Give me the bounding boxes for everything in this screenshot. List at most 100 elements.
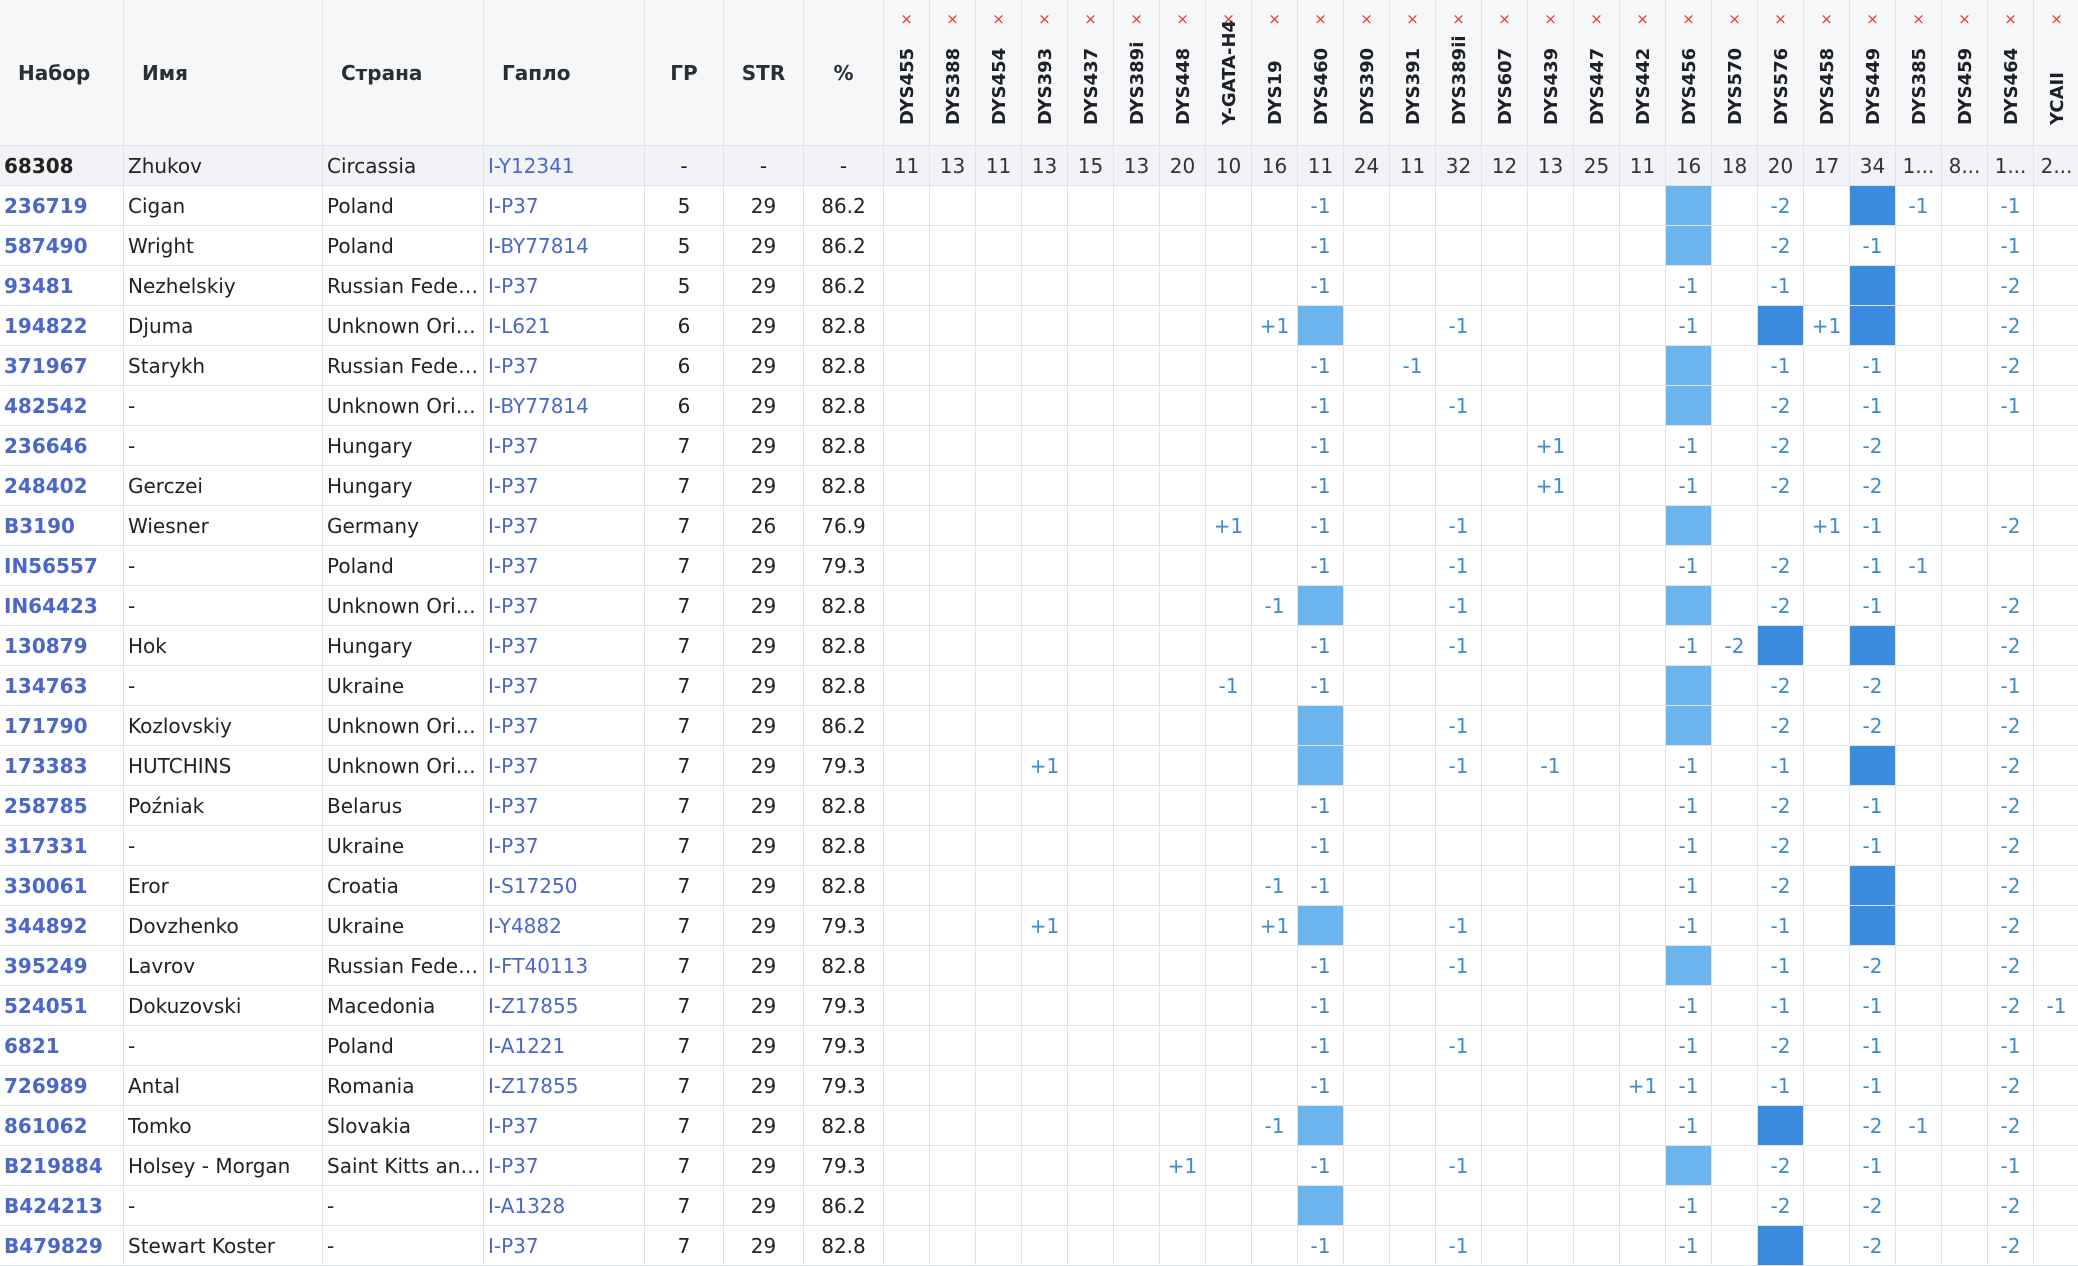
remove-marker-icon[interactable]: ×	[1314, 10, 1327, 28]
haplogroup-link[interactable]: I-Z17855	[488, 993, 579, 1018]
cell-country: Ukraine	[327, 913, 405, 938]
kit-link[interactable]: 861062	[4, 1113, 88, 1138]
haplogroup-link[interactable]: I-Z17855	[488, 1073, 579, 1098]
kit-link[interactable]: B424213	[4, 1193, 103, 1218]
haplogroup-link[interactable]: I-P37	[488, 673, 539, 698]
haplogroup-link[interactable]: I-P37	[488, 433, 539, 458]
kit-link[interactable]: 371967	[4, 353, 88, 378]
haplogroup-link[interactable]: I-P37	[488, 713, 539, 738]
remove-marker-icon[interactable]: ×	[1498, 10, 1511, 28]
haplogroup-link[interactable]: I-P37	[488, 1233, 539, 1258]
kit-link[interactable]: 134763	[4, 673, 88, 698]
header-haplogroup-label: Гапло	[502, 60, 571, 85]
haplogroup-link[interactable]: I-FT40113	[488, 953, 589, 978]
kit-link[interactable]: 236646	[4, 433, 88, 458]
remove-marker-icon[interactable]: ×	[900, 10, 913, 28]
haplogroup-link[interactable]: I-P37	[488, 553, 539, 578]
remove-marker-icon[interactable]: ×	[1866, 10, 1879, 28]
haplogroup-link[interactable]: I-P37	[488, 633, 539, 658]
marker-diff-cell: -1	[1436, 1146, 1482, 1186]
table-row-kit: 258785	[0, 786, 124, 826]
remove-marker-icon[interactable]: ×	[2050, 10, 2063, 28]
kit-link[interactable]: IN64423	[4, 593, 98, 618]
haplogroup-link[interactable]: I-P37	[488, 353, 539, 378]
haplogroup-link[interactable]: I-L621	[488, 313, 551, 338]
header-name[interactable]: Имя	[124, 0, 323, 146]
kit-link[interactable]: 395249	[4, 953, 88, 978]
remove-marker-icon[interactable]: ×	[1268, 10, 1281, 28]
haplogroup-link[interactable]: I-Y12341	[488, 153, 575, 178]
haplogroup-link[interactable]: I-BY77814	[488, 233, 589, 258]
kit-link[interactable]: 236719	[4, 193, 88, 218]
remove-marker-icon[interactable]: ×	[2004, 10, 2017, 28]
haplogroup-link[interactable]: I-P37	[488, 513, 539, 538]
haplogroup-link[interactable]: I-A1328	[488, 1193, 566, 1218]
marker-diff-cell	[1620, 746, 1666, 786]
kit-link[interactable]: 344892	[4, 913, 88, 938]
remove-marker-icon[interactable]: ×	[1222, 10, 1235, 28]
kit-link[interactable]: 726989	[4, 1073, 88, 1098]
kit-link[interactable]: 6821	[4, 1033, 60, 1058]
kit-link[interactable]: 130879	[4, 633, 88, 658]
marker-diff-cell	[1022, 986, 1068, 1026]
kit-link[interactable]: 587490	[4, 233, 88, 258]
remove-marker-icon[interactable]: ×	[1084, 10, 1097, 28]
remove-marker-icon[interactable]: ×	[1958, 10, 1971, 28]
remove-marker-icon[interactable]: ×	[1360, 10, 1373, 28]
marker-diff-cell: -1	[1666, 866, 1712, 906]
haplogroup-link[interactable]: I-S17250	[488, 873, 578, 898]
haplogroup-link[interactable]: I-P37	[488, 473, 539, 498]
haplogroup-link[interactable]: I-P37	[488, 1153, 539, 1178]
haplogroup-link[interactable]: I-P37	[488, 593, 539, 618]
table-row-name: Nezhelskiy	[124, 266, 323, 306]
remove-marker-icon[interactable]: ×	[1038, 10, 1051, 28]
kit-link[interactable]: 248402	[4, 473, 88, 498]
haplogroup-link[interactable]: I-P37	[488, 193, 539, 218]
marker-label: YCAII	[2046, 72, 2068, 125]
kit-link[interactable]: 194822	[4, 313, 88, 338]
marker-diff-cell	[1206, 306, 1252, 346]
header-country[interactable]: Страна	[323, 0, 484, 146]
marker-diff-cell	[1942, 986, 1988, 1026]
remove-marker-icon[interactable]: ×	[946, 10, 959, 28]
remove-marker-icon[interactable]: ×	[1682, 10, 1695, 28]
remove-marker-icon[interactable]: ×	[1774, 10, 1787, 28]
remove-marker-icon[interactable]: ×	[992, 10, 1005, 28]
remove-marker-icon[interactable]: ×	[1912, 10, 1925, 28]
remove-marker-icon[interactable]: ×	[1176, 10, 1189, 28]
kit-link[interactable]: B219884	[4, 1153, 103, 1178]
remove-marker-icon[interactable]: ×	[1820, 10, 1833, 28]
kit-link[interactable]: 524051	[4, 993, 88, 1018]
marker-diff-cell: -2	[1988, 586, 2034, 626]
kit-link[interactable]: 330061	[4, 873, 88, 898]
haplogroup-link[interactable]: I-A1221	[488, 1033, 566, 1058]
haplogroup-link[interactable]: I-BY77814	[488, 393, 589, 418]
remove-marker-icon[interactable]: ×	[1452, 10, 1465, 28]
header-percent[interactable]: %	[804, 0, 884, 146]
header-haplogroup[interactable]: Гапло	[484, 0, 645, 146]
header-genetic-distance[interactable]: ГР	[645, 0, 724, 146]
kit-link[interactable]: B479829	[4, 1233, 103, 1258]
remove-marker-icon[interactable]: ×	[1130, 10, 1143, 28]
kit-link[interactable]: 93481	[4, 273, 74, 298]
kit-link[interactable]: B3190	[4, 513, 75, 538]
haplogroup-link[interactable]: I-P37	[488, 1113, 539, 1138]
remove-marker-icon[interactable]: ×	[1544, 10, 1557, 28]
haplogroup-link[interactable]: I-P37	[488, 793, 539, 818]
remove-marker-icon[interactable]: ×	[1590, 10, 1603, 28]
haplogroup-link[interactable]: I-Y4882	[488, 913, 562, 938]
kit-link[interactable]: 258785	[4, 793, 88, 818]
haplogroup-link[interactable]: I-P37	[488, 833, 539, 858]
kit-link[interactable]: IN56557	[4, 553, 98, 578]
remove-marker-icon[interactable]: ×	[1406, 10, 1419, 28]
kit-link[interactable]: 482542	[4, 393, 88, 418]
header-str-count[interactable]: STR	[724, 0, 804, 146]
haplogroup-link[interactable]: I-P37	[488, 753, 539, 778]
kit-link[interactable]: 317331	[4, 833, 88, 858]
kit-link[interactable]: 173383	[4, 753, 88, 778]
haplogroup-link[interactable]: I-P37	[488, 273, 539, 298]
remove-marker-icon[interactable]: ×	[1636, 10, 1649, 28]
header-kit[interactable]: Набор	[0, 0, 124, 146]
kit-link[interactable]: 171790	[4, 713, 88, 738]
remove-marker-icon[interactable]: ×	[1728, 10, 1741, 28]
